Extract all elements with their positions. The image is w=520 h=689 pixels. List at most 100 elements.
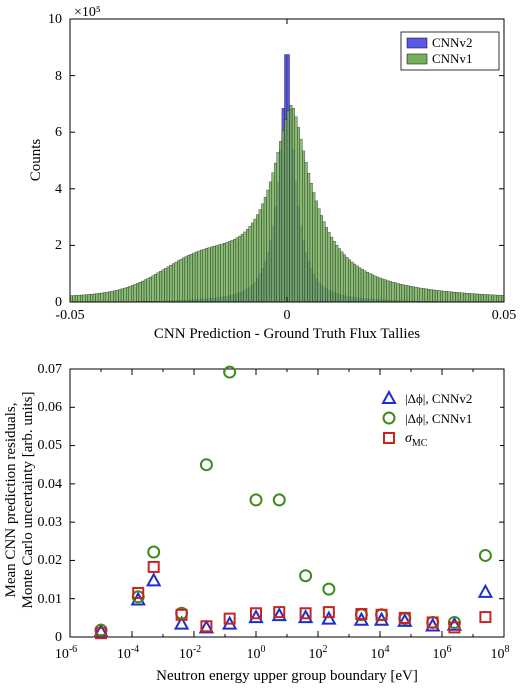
histogram-bar-cnnv1 — [182, 257, 186, 303]
histogram-bar-cnnv1 — [166, 266, 170, 303]
histogram-y-tick-label: 6 — [55, 125, 62, 140]
scatter-x-tick-label: 10-2 — [179, 644, 201, 662]
histogram-bar-cnnv1 — [235, 237, 239, 303]
histogram-bar-cnnv1 — [360, 269, 364, 303]
histogram-bar-cnnv1 — [164, 268, 168, 303]
histogram-bar-cnnv1 — [312, 192, 316, 303]
scatter-y-tick-label: 0.06 — [38, 400, 63, 415]
histogram-bar-cnnv1 — [251, 222, 254, 303]
histogram-bar-cnnv1 — [289, 104, 293, 303]
scatter-point-cnnv2 — [397, 612, 413, 627]
histogram-bar-cnnv1 — [332, 241, 336, 303]
scatter-y-tick-label: 0.03 — [38, 515, 63, 530]
histogram-bar-cnnv1 — [228, 241, 232, 303]
scatter-point-cnnv1 — [322, 582, 336, 596]
histogram-bar-cnnv1 — [340, 251, 344, 303]
scatter-x-tick-label: 100 — [247, 644, 266, 662]
histogram-bar-cnnv1 — [90, 294, 94, 303]
histogram-bar-cnnv1 — [302, 150, 306, 303]
histogram-x-tick-label: 0.05 — [492, 308, 517, 323]
histogram-y-tick-label: 2 — [55, 238, 62, 253]
scatter-y-tick-label: 0.04 — [38, 477, 63, 492]
scatter-ticks — [69, 368, 505, 638]
histogram-bar-cnnv1 — [363, 270, 367, 303]
scatter-point-sigma-mc — [448, 621, 461, 634]
scatter-y-tick-label: 0.05 — [38, 438, 63, 453]
histogram-bar-cnnv1 — [419, 287, 423, 303]
histogram-bar-cnnv1 — [299, 138, 303, 303]
histogram-bar-cnnv1 — [478, 293, 482, 303]
histogram-bar-cnnv1 — [429, 289, 433, 303]
histogram-bar-cnnv1 — [404, 285, 408, 303]
histogram-bar-cnnv1 — [276, 152, 280, 303]
histogram-bar-cnnv1 — [256, 214, 260, 303]
scatter-point-cnnv1 — [299, 569, 313, 583]
histogram-bar-cnnv1 — [337, 248, 341, 303]
histogram-bar-cnnv1 — [491, 294, 494, 303]
scatter-y-axis-label-line2: Monte Carlo uncertainty [arb. units] — [20, 391, 36, 608]
histogram-bar-cnnv1 — [291, 108, 295, 303]
scatter-point-sigma-mc — [95, 627, 107, 640]
histogram-bar-cnnv1 — [442, 290, 446, 303]
histogram-bar-cnnv1 — [365, 272, 369, 303]
scatter-point-cnnv2 — [146, 572, 162, 587]
scatter-point-cnnv1 — [249, 493, 263, 507]
histogram-bar-cnnv1 — [215, 245, 219, 303]
histogram-bar-cnnv1 — [440, 290, 443, 303]
histogram-bar-cnnv1 — [307, 172, 311, 303]
histogram-bar-cnnv1 — [320, 215, 323, 303]
histogram-bar-cnnv1 — [202, 249, 206, 303]
scatter-point-cnnv1 — [223, 365, 237, 379]
histogram-legend: CNNv2 CNNv1 — [400, 31, 500, 71]
histogram-bar-cnnv1 — [261, 203, 265, 303]
histogram-bar-cnnv1 — [470, 293, 474, 303]
histogram-bars — [69, 54, 505, 303]
histogram-x-tick-label: 0 — [284, 308, 291, 323]
histogram-bar-cnnv1 — [194, 251, 198, 303]
histogram-bar-cnnv1 — [113, 290, 117, 303]
histogram-bar-cnnv1 — [394, 282, 397, 303]
histogram-bar-cnnv1 — [72, 295, 76, 303]
histogram-bar-cnnv1 — [480, 294, 484, 303]
histogram-bar-cnnv1 — [108, 291, 112, 303]
histogram-bar-cnnv1 — [417, 287, 420, 303]
histogram-bar-cnnv1 — [187, 255, 191, 303]
histogram-bar-cnnv1 — [317, 208, 321, 303]
histogram-bar-cnnv1 — [396, 283, 400, 303]
histogram-bar-cnnv1 — [184, 256, 188, 303]
scatter-point-cnnv2 — [198, 619, 215, 634]
legend-label-cnnv1: |Δϕ|, CNNv1 — [405, 411, 472, 426]
histogram-bar-cnnv1 — [447, 291, 451, 303]
histogram-bar-cnnv1 — [243, 231, 247, 303]
scatter-x-tick-labels: 10-6 10-4 10-2 100 102 104 106 108 — [55, 644, 510, 662]
histogram-y-tick-label: 8 — [55, 69, 62, 84]
histogram-bar-cnnv1 — [281, 130, 285, 303]
histogram-bar-cnnv1 — [455, 292, 459, 303]
scatter-point-sigma-mc — [398, 611, 411, 624]
scatter-point-sigma-mc — [355, 608, 368, 621]
legend-label-cnnv2: |Δϕ|, CNNv2 — [405, 391, 472, 406]
histogram-bar-cnnv1 — [437, 290, 441, 303]
histogram-bar-cnnv1 — [248, 226, 252, 303]
histogram-bar-cnnv1 — [115, 289, 119, 303]
histogram-bar-cnnv1 — [210, 246, 214, 303]
legend-swatch-cnnv1 — [406, 53, 428, 65]
histogram-bar-cnnv1 — [103, 292, 106, 303]
histogram-bar-cnnv1 — [450, 291, 454, 303]
histogram-exponent-label: ×10⁵ — [74, 5, 101, 20]
histogram-bar-cnnv1 — [422, 288, 426, 303]
scatter-point-sigma-mc — [132, 586, 145, 599]
histogram-bar-cnnv1 — [297, 127, 300, 303]
scatter-point-sigma-mc — [200, 620, 213, 633]
histogram-bar-cnnv1 — [368, 273, 372, 303]
scatter-x-tick-label: 10-6 — [55, 644, 77, 662]
histogram-bar-cnnv1 — [348, 259, 351, 303]
histogram-bar-cnnv1 — [424, 288, 428, 303]
legend-label-cnnv2: CNNv2 — [432, 35, 472, 50]
scatter-x-tick-label: 106 — [433, 644, 452, 662]
histogram-bar-cnnv1 — [133, 284, 137, 303]
histogram-bar-cnnv1 — [309, 183, 313, 303]
histogram-bar-cnnv1 — [284, 119, 288, 303]
histogram-bar-cnnv1 — [279, 141, 283, 303]
histogram-bar-cnnv1 — [411, 286, 415, 303]
